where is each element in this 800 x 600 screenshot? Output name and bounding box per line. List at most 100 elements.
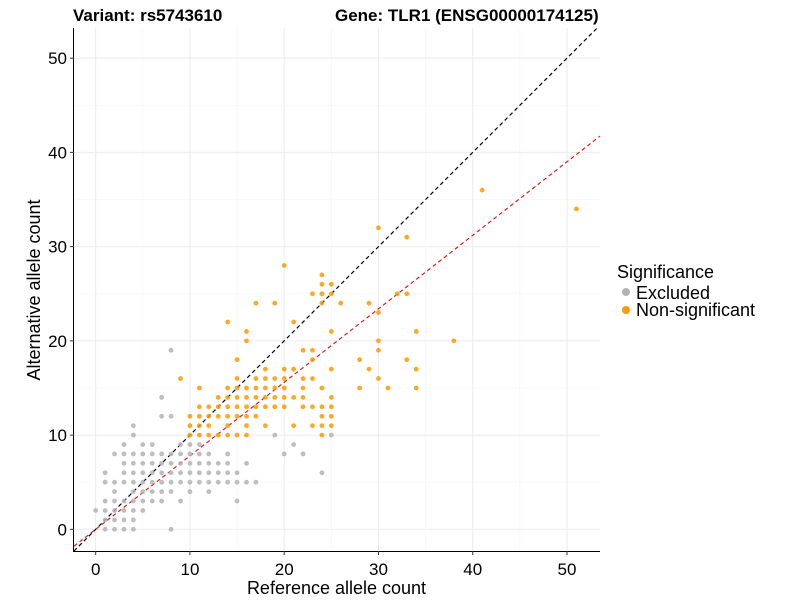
data-point-excluded bbox=[140, 489, 146, 495]
y-tick-label: 10 bbox=[48, 426, 67, 445]
data-point-excluded bbox=[102, 479, 108, 485]
data-point-non-significant bbox=[225, 404, 231, 410]
data-point-non-significant bbox=[319, 423, 325, 429]
data-point-excluded bbox=[121, 442, 127, 447]
data-point-excluded bbox=[178, 498, 183, 504]
data-point-excluded bbox=[130, 451, 136, 457]
data-point-non-significant bbox=[234, 357, 240, 363]
grid bbox=[74, 28, 600, 551]
legend-marker-non-significant bbox=[622, 306, 630, 314]
data-point-excluded bbox=[159, 451, 165, 457]
data-point-excluded bbox=[130, 517, 136, 523]
data-point-excluded bbox=[225, 451, 231, 457]
data-point-excluded bbox=[168, 413, 174, 419]
fit-line bbox=[73, 135, 601, 547]
data-point-non-significant bbox=[328, 291, 334, 297]
data-point-excluded bbox=[121, 470, 127, 476]
data-point-excluded bbox=[130, 508, 136, 513]
data-point-excluded bbox=[187, 489, 193, 495]
data-point-non-significant bbox=[291, 366, 297, 372]
data-point-non-significant bbox=[244, 432, 249, 438]
data-point-non-significant bbox=[206, 413, 212, 419]
data-point-excluded bbox=[130, 526, 136, 532]
data-point-non-significant bbox=[253, 385, 259, 391]
data-point-excluded bbox=[121, 451, 127, 457]
data-point-excluded bbox=[168, 460, 174, 466]
data-point-non-significant bbox=[225, 394, 231, 400]
data-point-non-significant bbox=[319, 432, 325, 438]
data-point-non-significant bbox=[272, 385, 278, 391]
data-point-non-significant bbox=[310, 423, 315, 429]
data-point-non-significant bbox=[281, 394, 287, 400]
data-point-non-significant bbox=[178, 376, 183, 381]
data-point-non-significant bbox=[244, 413, 249, 419]
x-tick-label: 20 bbox=[275, 560, 294, 579]
data-point-excluded bbox=[206, 470, 212, 476]
legend-label-excluded: Excluded bbox=[636, 283, 710, 303]
data-point-excluded bbox=[112, 498, 117, 504]
data-point-non-significant bbox=[244, 404, 249, 410]
legend-title: Significance bbox=[617, 262, 714, 282]
data-point-excluded bbox=[168, 489, 174, 495]
data-point-non-significant bbox=[206, 423, 212, 429]
data-point-non-significant bbox=[262, 394, 268, 400]
y-tick-label: 0 bbox=[58, 520, 67, 539]
data-point-non-significant bbox=[196, 413, 202, 419]
data-point-non-significant bbox=[281, 376, 287, 381]
data-point-non-significant bbox=[413, 385, 419, 391]
data-point-non-significant bbox=[291, 394, 297, 400]
x-axis-ticks: 0 10 20 30 40 50 bbox=[91, 551, 577, 579]
data-points bbox=[93, 187, 579, 532]
data-point-non-significant bbox=[366, 300, 372, 306]
data-point-non-significant bbox=[253, 413, 259, 419]
data-point-excluded bbox=[234, 498, 240, 504]
data-point-non-significant bbox=[187, 432, 193, 438]
data-point-excluded bbox=[178, 479, 183, 485]
data-point-excluded bbox=[159, 460, 165, 466]
x-tick-label: 50 bbox=[558, 560, 577, 579]
data-point-excluded bbox=[244, 479, 249, 485]
data-point-excluded bbox=[168, 479, 174, 485]
data-point-excluded bbox=[168, 451, 174, 457]
chart-title-variant: Variant: rs5743610 bbox=[73, 6, 222, 25]
data-point-excluded bbox=[130, 423, 136, 429]
data-point-excluded bbox=[149, 460, 155, 466]
data-point-non-significant bbox=[451, 338, 457, 344]
data-point-excluded bbox=[234, 470, 240, 476]
data-point-excluded bbox=[140, 498, 146, 504]
data-point-excluded bbox=[130, 470, 136, 476]
x-tick-label: 0 bbox=[91, 560, 100, 579]
data-point-non-significant bbox=[272, 394, 278, 400]
data-point-non-significant bbox=[244, 329, 249, 334]
data-point-excluded bbox=[130, 498, 136, 504]
data-point-non-significant bbox=[234, 385, 240, 391]
data-point-non-significant bbox=[479, 187, 485, 193]
data-point-non-significant bbox=[319, 300, 325, 306]
legend: Significance Excluded Non-significant bbox=[617, 262, 755, 320]
data-point-non-significant bbox=[225, 413, 231, 419]
data-point-non-significant bbox=[413, 329, 419, 334]
data-point-non-significant bbox=[404, 234, 410, 240]
data-point-non-significant bbox=[281, 263, 287, 268]
data-point-excluded bbox=[244, 460, 249, 466]
data-point-non-significant bbox=[328, 423, 334, 429]
data-point-non-significant bbox=[291, 319, 297, 325]
y-tick-label: 30 bbox=[48, 238, 67, 257]
data-point-excluded bbox=[187, 451, 193, 457]
data-point-excluded bbox=[140, 479, 146, 485]
data-point-excluded bbox=[149, 451, 155, 457]
data-point-excluded bbox=[130, 432, 136, 438]
y-tick-label: 50 bbox=[48, 49, 67, 68]
data-point-excluded bbox=[121, 479, 127, 485]
data-point-excluded bbox=[291, 442, 297, 447]
data-point-excluded bbox=[149, 489, 155, 495]
data-point-excluded bbox=[281, 451, 287, 457]
data-point-non-significant bbox=[196, 432, 202, 438]
data-point-excluded bbox=[319, 470, 325, 476]
data-point-excluded bbox=[196, 470, 202, 476]
reference-lines bbox=[73, 27, 601, 552]
data-point-excluded bbox=[93, 508, 99, 513]
data-point-excluded bbox=[149, 470, 155, 476]
data-point-excluded bbox=[300, 451, 306, 457]
data-point-excluded bbox=[178, 451, 183, 457]
